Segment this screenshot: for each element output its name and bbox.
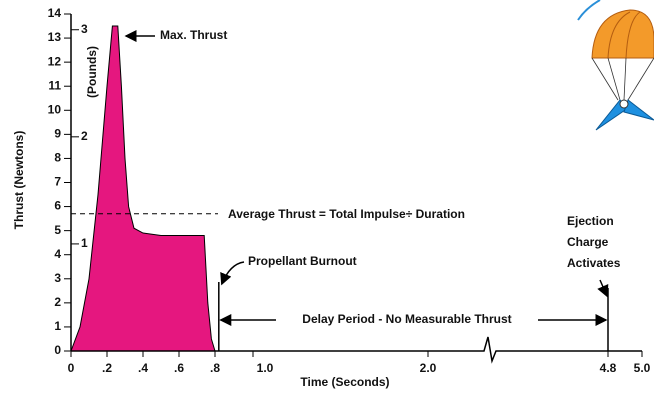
x-tick-label: 4.8 (600, 361, 617, 375)
ejection-label: Ejection (567, 214, 614, 228)
y-tick-label: 6 (54, 199, 61, 213)
y-tick-label: 5 (54, 223, 61, 237)
y-tick-label: 12 (48, 54, 62, 68)
y-tick-label: 10 (48, 102, 62, 116)
ejection-label: Activates (567, 256, 621, 270)
y-tick-label: 11 (48, 78, 61, 92)
ejection-label: Charge (567, 235, 609, 249)
y-tick-label: 8 (54, 151, 61, 165)
y2-axis-label: (Pounds) (85, 46, 99, 98)
x-tick-label: .8 (210, 361, 220, 375)
x-tick-label: 5.0 (634, 361, 651, 375)
delay-label: Delay Period - No Measurable Thrust (302, 312, 511, 326)
y-tick-label: 9 (54, 127, 61, 141)
x-tick-label: .6 (174, 361, 184, 375)
max-label: Max. Thrust (160, 28, 227, 42)
x-tick-label: 0 (68, 361, 75, 375)
y2-tick-label: 3 (81, 22, 88, 36)
y-tick-label: 14 (48, 6, 62, 20)
x-tick-label: 2.0 (420, 361, 437, 375)
x-tick-label: .2 (102, 361, 112, 375)
x-axis (71, 336, 642, 364)
y2-tick-label: 1 (81, 236, 88, 250)
y-tick-label: 4 (54, 247, 61, 261)
y-tick-label: 1 (54, 319, 61, 333)
y2-tick-label: 2 (81, 129, 88, 143)
ejection-arrow (597, 279, 609, 298)
y-tick-label: 3 (54, 271, 61, 285)
burnout-arrow (220, 261, 245, 286)
y-tick-label: 13 (48, 30, 62, 44)
y-axis-label: Thrust (Newtons) (12, 131, 26, 230)
average-label: Average Thrust = Total Impulse÷ Duration (228, 207, 465, 221)
x-tick-label: 1.0 (257, 361, 274, 375)
thrust-area (70, 25, 216, 352)
y-tick-label: 7 (54, 175, 61, 189)
parachute-icon (577, 0, 654, 131)
x-tick-label: .4 (138, 361, 148, 375)
x-axis-label: Time (Seconds) (300, 375, 389, 389)
y-tick-label: 0 (54, 343, 61, 357)
y-tick-label: 2 (54, 295, 61, 309)
delay-label-bg (276, 311, 538, 329)
burnout-label: Propellant Burnout (248, 254, 357, 268)
